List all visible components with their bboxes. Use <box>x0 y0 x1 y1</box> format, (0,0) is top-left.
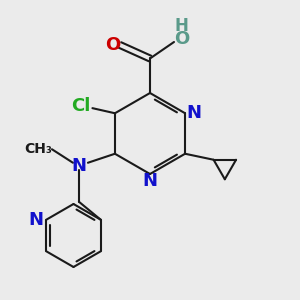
Text: N: N <box>187 104 202 122</box>
Text: N: N <box>142 172 158 190</box>
Text: O: O <box>174 30 189 48</box>
Text: N: N <box>28 211 43 229</box>
Text: O: O <box>105 36 120 54</box>
Text: H: H <box>175 17 188 35</box>
Text: CH₃: CH₃ <box>25 142 52 156</box>
Text: N: N <box>71 157 86 175</box>
Text: Cl: Cl <box>71 97 90 115</box>
